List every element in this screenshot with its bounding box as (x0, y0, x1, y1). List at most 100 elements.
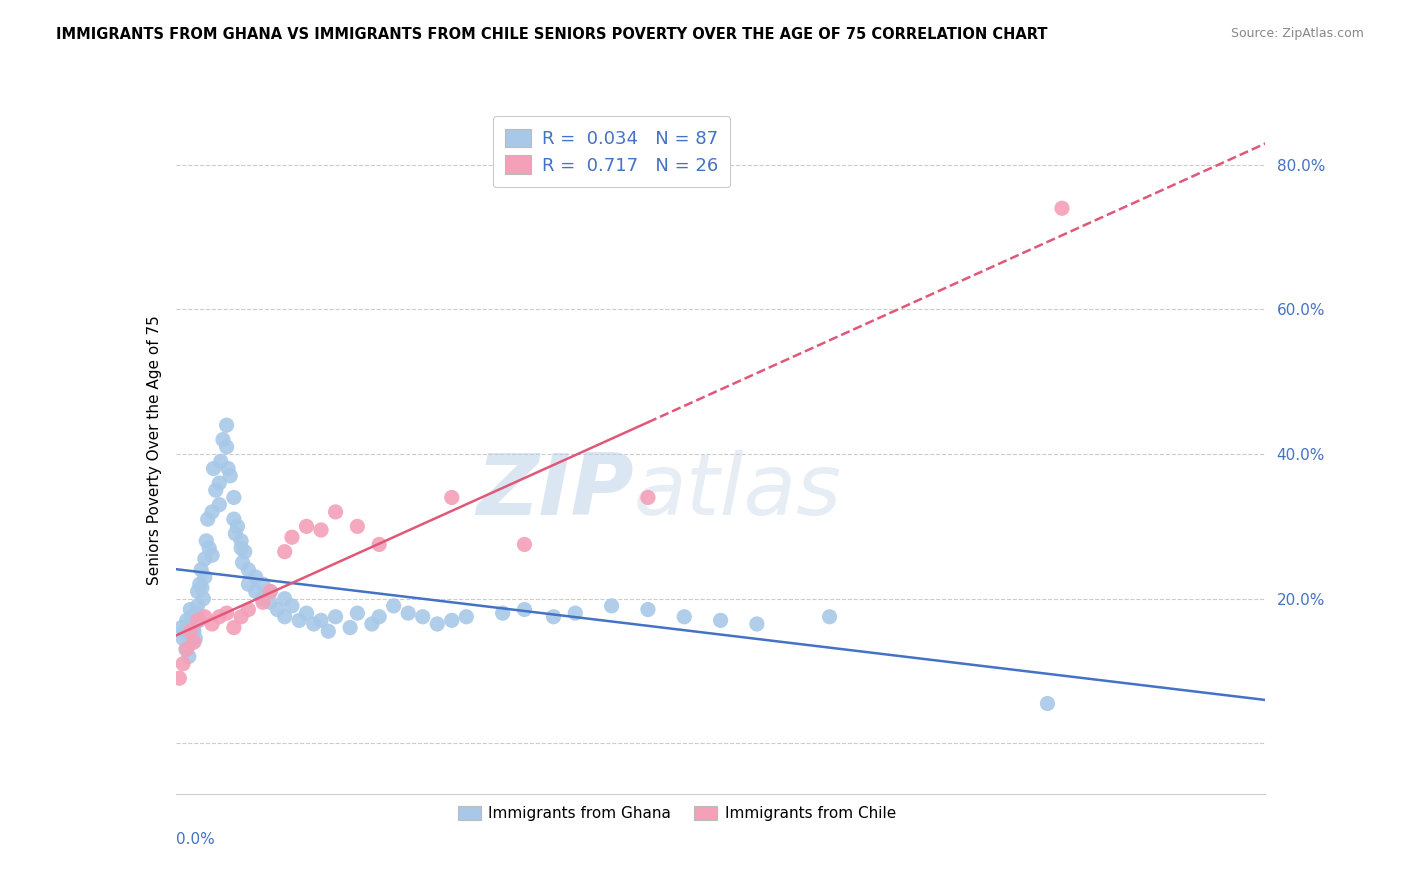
Point (201, 549, 224, 563)
Point (194, 552, 217, 566)
Point (368, 537, 391, 551)
Point (245, 584, 267, 599)
Point (238, 563, 260, 577)
Point (190, 563, 212, 577)
Text: IMMIGRANTS FROM GHANA VS IMMIGRANTS FROM CHILE SENIORS POVERTY OVER THE AGE OF 7: IMMIGRANTS FROM GHANA VS IMMIGRANTS FROM… (56, 27, 1047, 42)
Point (302, 617, 325, 632)
Point (564, 606, 586, 620)
Point (259, 584, 281, 599)
Point (346, 606, 368, 620)
Point (195, 533, 218, 548)
Point (179, 624, 201, 639)
Y-axis label: Seniors Poverty Over the Age of 75: Seniors Poverty Over the Age of 75 (146, 316, 162, 585)
Point (637, 491, 659, 505)
Point (183, 635, 205, 649)
Point (194, 570, 217, 584)
Point (201, 617, 224, 632)
Point (176, 642, 198, 657)
Point (194, 609, 217, 624)
Point (209, 454, 232, 468)
Point (179, 617, 201, 632)
Point (266, 602, 288, 616)
Point (339, 621, 361, 635)
Point (318, 624, 340, 639)
Point (233, 544, 256, 558)
Point (212, 433, 235, 447)
Point (281, 599, 304, 613)
Point (177, 649, 200, 664)
Point (176, 628, 198, 642)
Point (169, 671, 191, 685)
Point (202, 461, 225, 475)
Point (215, 418, 238, 433)
Point (181, 635, 204, 649)
Point (208, 475, 231, 490)
Point (238, 602, 260, 616)
Point (231, 609, 253, 624)
Point (245, 570, 267, 584)
Point (295, 606, 318, 620)
Point (197, 512, 219, 526)
Point (204, 483, 226, 498)
Point (186, 599, 209, 613)
Point (184, 606, 207, 620)
Point (188, 577, 211, 591)
Point (281, 530, 304, 544)
Text: ZIP: ZIP (475, 450, 633, 533)
Point (673, 609, 696, 624)
Point (396, 606, 419, 620)
Point (183, 624, 205, 639)
Point (637, 602, 659, 616)
Point (360, 617, 382, 632)
Point (543, 609, 565, 624)
Point (259, 595, 281, 609)
Point (513, 602, 536, 616)
Point (426, 617, 449, 632)
Point (252, 595, 274, 609)
Point (198, 541, 221, 555)
Point (193, 591, 215, 606)
Point (224, 526, 246, 541)
Point (274, 591, 297, 606)
Point (232, 556, 254, 570)
Point (274, 544, 297, 558)
Point (346, 519, 368, 533)
Text: Source: ZipAtlas.com: Source: ZipAtlas.com (1230, 27, 1364, 40)
Legend: Immigrants from Ghana, Immigrants from Chile: Immigrants from Ghana, Immigrants from C… (451, 800, 903, 828)
Point (325, 609, 347, 624)
Point (288, 613, 311, 627)
Point (183, 613, 205, 627)
Point (172, 657, 194, 671)
Point (174, 642, 197, 657)
Point (252, 591, 274, 606)
Point (201, 505, 224, 519)
Point (295, 519, 318, 533)
Point (456, 609, 478, 624)
Point (1050, 201, 1073, 215)
Point (1036, 697, 1059, 711)
Text: atlas: atlas (633, 450, 841, 533)
Point (173, 624, 195, 639)
Point (492, 606, 515, 620)
Point (179, 602, 201, 616)
Point (368, 609, 391, 624)
Point (191, 581, 214, 595)
Point (215, 440, 238, 454)
Point (217, 461, 239, 475)
Point (176, 613, 198, 627)
Point (252, 577, 274, 591)
Point (181, 621, 204, 635)
Point (172, 632, 194, 646)
Point (440, 613, 463, 627)
Point (382, 599, 405, 613)
Point (745, 617, 768, 632)
Text: 0.0%: 0.0% (176, 831, 215, 847)
Point (222, 491, 245, 505)
Point (309, 613, 332, 627)
Point (309, 523, 332, 537)
Point (186, 613, 209, 627)
Point (215, 606, 238, 620)
Point (325, 505, 347, 519)
Point (710, 613, 733, 627)
Point (231, 541, 253, 555)
